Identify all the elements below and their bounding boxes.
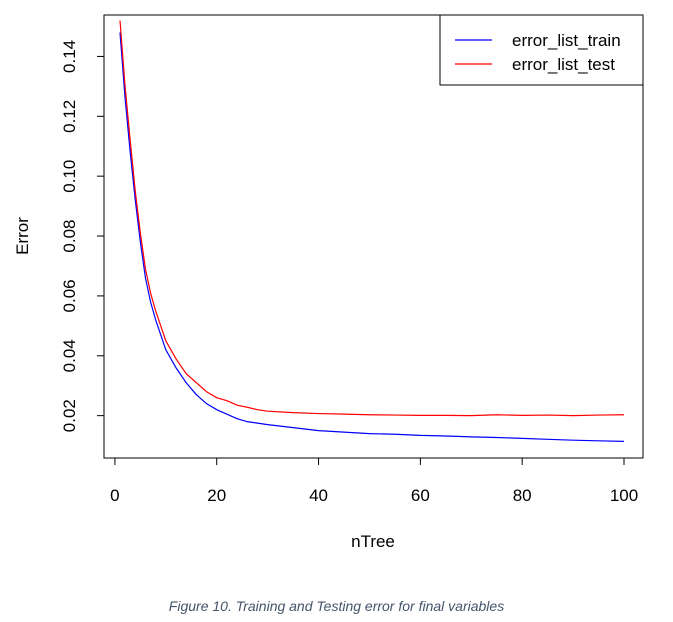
legend-label-error_list_train: error_list_train <box>512 31 621 50</box>
legend: error_list_train error_list_test <box>439 14 644 86</box>
legend-label-error_list_test: error_list_test <box>512 55 615 74</box>
y-tick-label: 0.06 <box>60 279 79 312</box>
x-tick-label: 0 <box>110 486 119 505</box>
y-tick-label: 0.12 <box>60 100 79 133</box>
y-axis: 0.02 0.04 0.06 0.08 0.10 0.12 0.14 <box>60 40 105 432</box>
series-line-error_list_train <box>119 32 625 442</box>
series-line-error_list_test <box>119 20 625 417</box>
legend-box <box>439 14 644 86</box>
x-tick-label: 80 <box>513 486 532 505</box>
x-tick-label: 40 <box>309 486 328 505</box>
chart: 0 20 40 60 80 100 0.02 0.04 0.06 0.08 0.10 0.12 0.1… <box>13 14 644 551</box>
y-tick-label: 0.14 <box>60 40 79 73</box>
x-axis-title: nTree <box>351 532 395 551</box>
y-axis-title: Error <box>13 217 32 255</box>
x-tick-label: 60 <box>411 486 430 505</box>
series-layer <box>119 20 625 442</box>
x-tick-label: 20 <box>207 486 226 505</box>
x-axis: 0 20 40 60 80 100 <box>110 457 638 505</box>
y-tick-label: 0.08 <box>60 219 79 252</box>
y-tick-label: 0.02 <box>60 399 79 432</box>
x-tick-label: 100 <box>610 486 638 505</box>
figure-caption: Figure 10. Training and Testing error fo… <box>168 598 505 614</box>
y-tick-label: 0.10 <box>60 160 79 193</box>
y-tick-label: 0.04 <box>60 339 79 372</box>
